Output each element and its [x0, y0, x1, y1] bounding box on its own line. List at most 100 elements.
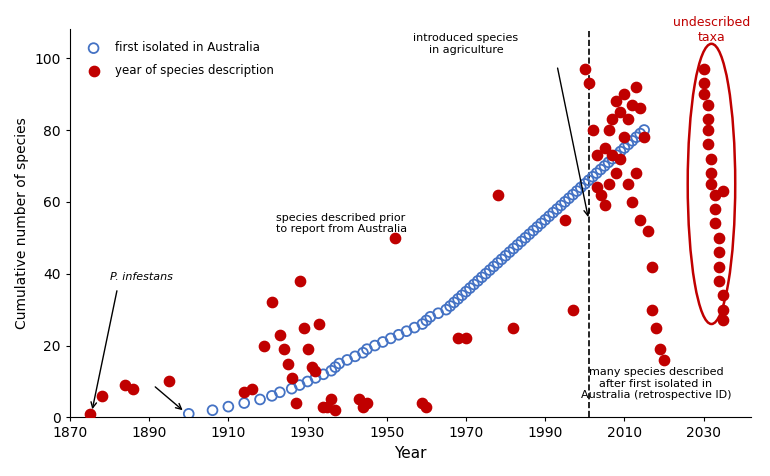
- Point: [705, 169, 718, 177]
- Point: [698, 90, 710, 98]
- Point: [654, 346, 666, 353]
- Point: [567, 191, 579, 198]
- Point: [701, 140, 714, 148]
- Point: [361, 346, 373, 353]
- Point: [223, 403, 235, 410]
- Point: [559, 198, 571, 206]
- Point: [602, 180, 614, 188]
- Point: [583, 79, 595, 87]
- Point: [377, 338, 389, 346]
- Point: [602, 126, 614, 134]
- Point: [417, 399, 429, 407]
- Point: [705, 180, 718, 188]
- Legend: first isolated in Australia, year of species description: first isolated in Australia, year of spe…: [76, 35, 280, 82]
- Point: [293, 277, 306, 285]
- Point: [598, 144, 611, 152]
- Point: [329, 363, 341, 371]
- Point: [705, 155, 718, 163]
- Point: [432, 309, 444, 317]
- Point: [602, 159, 614, 166]
- Point: [357, 349, 369, 357]
- Point: [420, 403, 433, 410]
- Point: [341, 356, 353, 364]
- Point: [238, 388, 250, 396]
- Point: [519, 234, 531, 242]
- Point: [282, 360, 294, 367]
- Point: [614, 108, 627, 116]
- Point: [713, 248, 725, 256]
- Point: [361, 399, 373, 407]
- Point: [472, 277, 484, 285]
- Point: [424, 313, 437, 321]
- Point: [622, 140, 634, 148]
- Point: [507, 245, 520, 252]
- Point: [487, 263, 500, 270]
- Point: [467, 281, 480, 288]
- Point: [606, 151, 618, 159]
- Point: [646, 306, 658, 314]
- X-axis label: Year: Year: [394, 446, 427, 461]
- Point: [634, 216, 646, 224]
- Point: [630, 169, 642, 177]
- Point: [266, 298, 278, 306]
- Point: [480, 270, 492, 278]
- Point: [484, 266, 496, 274]
- Point: [369, 342, 381, 349]
- Point: [384, 335, 397, 342]
- Point: [622, 180, 634, 188]
- Text: many species described
after first isolated in
Australia (retrospective ID): many species described after first isola…: [581, 367, 732, 400]
- Point: [357, 403, 369, 410]
- Point: [440, 306, 452, 314]
- Point: [634, 130, 646, 138]
- Point: [531, 223, 544, 231]
- Point: [574, 184, 587, 191]
- Point: [206, 407, 219, 414]
- Point: [321, 403, 333, 410]
- Point: [349, 353, 361, 360]
- Point: [310, 367, 322, 375]
- Point: [658, 356, 670, 364]
- Point: [598, 162, 611, 170]
- Point: [701, 126, 714, 134]
- Point: [591, 169, 603, 177]
- Point: [535, 219, 547, 227]
- Point: [162, 377, 175, 385]
- Point: [626, 137, 638, 145]
- Point: [511, 241, 524, 249]
- Point: [587, 126, 599, 134]
- Point: [495, 256, 507, 263]
- Point: [642, 227, 654, 234]
- Text: introduced species
in agriculture: introduced species in agriculture: [413, 33, 518, 55]
- Point: [614, 155, 627, 163]
- Point: [626, 198, 638, 206]
- Point: [464, 284, 476, 292]
- Point: [606, 155, 618, 163]
- Point: [286, 374, 298, 382]
- Point: [583, 177, 595, 184]
- Point: [701, 101, 714, 109]
- Point: [95, 392, 108, 400]
- Point: [626, 101, 638, 109]
- Point: [634, 105, 646, 112]
- Point: [539, 216, 551, 224]
- Point: [709, 205, 721, 213]
- Point: [618, 90, 631, 98]
- Point: [306, 363, 318, 371]
- Point: [713, 277, 725, 285]
- Point: [317, 370, 330, 378]
- Text: undescribed
taxa: undescribed taxa: [673, 16, 750, 44]
- Point: [618, 133, 631, 141]
- Point: [611, 169, 623, 177]
- Point: [452, 335, 464, 342]
- Point: [444, 302, 457, 310]
- Y-axis label: Cumulative number of species: Cumulative number of species: [15, 118, 29, 329]
- Point: [420, 317, 433, 324]
- Point: [317, 403, 330, 410]
- Point: [527, 227, 540, 234]
- Point: [717, 291, 729, 299]
- Point: [476, 274, 488, 281]
- Point: [638, 126, 651, 134]
- Point: [618, 144, 631, 152]
- Point: [238, 399, 250, 407]
- Point: [630, 133, 642, 141]
